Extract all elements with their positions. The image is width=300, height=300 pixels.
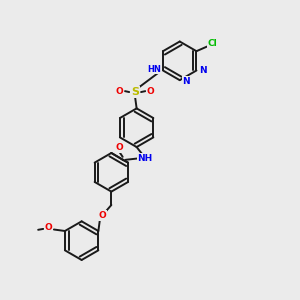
Text: Cl: Cl xyxy=(208,39,218,48)
Text: O: O xyxy=(116,143,124,152)
Text: O: O xyxy=(147,87,154,96)
Text: HN: HN xyxy=(147,64,161,74)
Text: O: O xyxy=(99,211,106,220)
Text: N: N xyxy=(182,77,190,86)
Text: N: N xyxy=(199,66,207,75)
Text: O: O xyxy=(116,87,124,96)
Text: NH: NH xyxy=(137,154,153,163)
Text: O: O xyxy=(45,223,52,232)
Text: S: S xyxy=(131,87,139,97)
